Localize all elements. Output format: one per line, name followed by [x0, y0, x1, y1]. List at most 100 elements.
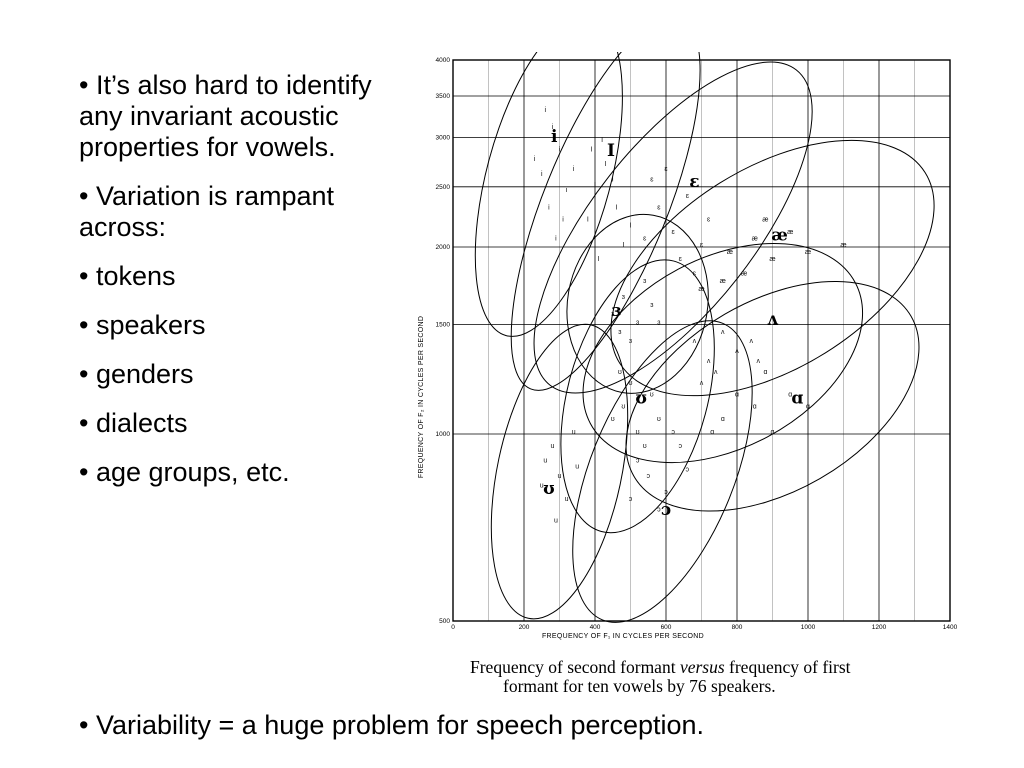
bullet-item: • tokens: [79, 261, 176, 291]
vowel-ellipse: [610, 139, 935, 397]
data-point: I: [598, 256, 600, 263]
vowel-label-open_o: ɔ: [661, 500, 671, 520]
vowel-ellipse: [490, 323, 629, 620]
data-point: u: [554, 518, 558, 525]
data-point: u: [558, 473, 562, 480]
data-point: æ: [727, 249, 733, 256]
bottom-bullet: • Variability = a huge problem for speec…: [79, 710, 705, 740]
caption-line-2: formant for ten vowels by 76 speakers.: [503, 676, 776, 696]
data-point: ɑ: [788, 391, 792, 398]
data-point: u: [575, 463, 579, 470]
data-point: æ: [720, 278, 726, 285]
data-point: ɛ: [650, 176, 654, 183]
x-tick-label: 600: [661, 624, 672, 631]
data-point: ʊ: [618, 369, 622, 376]
vowel-label-wedge: ʌ: [767, 310, 779, 330]
data-point: ɑ: [721, 416, 725, 423]
data-point: ɜ: [650, 302, 653, 309]
data-point: I: [622, 242, 624, 249]
x-tick-label: 800: [732, 624, 743, 631]
caption-text: Frequency of second formant: [470, 657, 680, 677]
x-tick-label: 400: [590, 624, 601, 631]
bullet-item: • dialects: [79, 408, 188, 438]
data-point: i: [562, 216, 564, 223]
data-point: ɑ: [806, 403, 810, 410]
data-point: ʊ: [636, 429, 640, 436]
bullet-list: • It’s also hard to identify any invaria…: [79, 70, 379, 506]
data-point: æ: [698, 286, 704, 293]
data-point: I: [587, 216, 589, 223]
x-tick-label: 0: [451, 624, 455, 631]
x-tick-label: 1400: [943, 624, 958, 631]
data-point: u: [550, 443, 554, 450]
data-point: u: [540, 483, 544, 490]
data-point: u: [572, 429, 576, 436]
data-point: ʌ: [707, 358, 711, 365]
x-tick-label: 200: [519, 624, 530, 631]
figure-caption: Frequency of second formant versus frequ…: [470, 658, 990, 696]
data-point: i: [555, 235, 557, 242]
bullet-item: • Variation is rampant across:: [79, 181, 335, 242]
data-point: ɔ: [657, 507, 661, 514]
vowel-label-i: i: [551, 127, 558, 147]
data-point: i: [541, 171, 543, 178]
data-point: ɑ: [735, 391, 739, 398]
data-point: ʊ: [650, 391, 654, 398]
data-point: ɜ: [611, 311, 614, 318]
data-point: æ: [762, 216, 768, 223]
data-point: ɔ: [678, 443, 682, 450]
bullet-item: • It’s also hard to identify any invaria…: [79, 70, 372, 162]
x-tick-label: 1000: [801, 624, 816, 631]
bullet-item: • age groups, etc.: [79, 457, 290, 487]
data-point: ʊ: [657, 416, 661, 423]
vowel-label-u: ʊ: [543, 479, 555, 499]
vowel-label-schwa_r: ɜ: [612, 301, 622, 321]
data-point: ɛ: [664, 166, 668, 173]
data-point: æ: [840, 242, 846, 249]
data-point: æ: [805, 249, 811, 256]
bullet-item: • speakers: [79, 310, 206, 340]
y-tick-label: 500: [439, 618, 450, 625]
vowel-label-I: I: [607, 141, 615, 161]
data-point: ʊ: [629, 380, 633, 387]
data-point: ɔ: [636, 457, 640, 464]
data-point: ɑ: [763, 369, 767, 376]
vowel-ellipse: [572, 320, 753, 623]
data-point: ɔ: [671, 429, 675, 436]
data-point: I: [630, 222, 632, 229]
data-point: ɜ: [629, 338, 632, 345]
data-point: ɛ: [700, 242, 704, 249]
vowel-label-epsilon: ɛ: [689, 172, 699, 192]
vowel-label-upsilon: ʊ: [635, 388, 647, 408]
vowel-ellipse: [560, 259, 715, 534]
x-axis-label: FREQUENCY OF F₁ IN CYCLES PER SECOND: [542, 633, 704, 640]
data-point: u: [565, 496, 569, 503]
data-point: ʊ: [621, 403, 625, 410]
vowel-label-ae: æ: [771, 225, 788, 245]
y-tick-label: 2500: [436, 184, 451, 191]
y-tick-label: 1500: [436, 322, 451, 329]
axis-ticks: 0 200 400 600 800 1000 1200 1400 500 1000 1500 2000…: [436, 57, 958, 631]
data-point: i: [559, 146, 561, 153]
data-point: ɜ: [636, 320, 639, 327]
y-tick-label: 3500: [436, 93, 451, 100]
data-point: ɛ: [707, 216, 711, 223]
vowel-ellipse: [510, 16, 701, 391]
data-point: I: [590, 146, 592, 153]
data-point: ɛ: [679, 256, 683, 263]
data-point: ɜ: [618, 329, 621, 336]
data-point: i: [552, 124, 554, 131]
data-point: ɜ: [657, 320, 660, 327]
data-point: ʊ: [643, 443, 647, 450]
caption-text: frequency of first: [724, 657, 851, 677]
data-point: ɜ: [622, 294, 625, 301]
caption-line-1: Frequency of second formant versus frequ…: [470, 658, 990, 677]
data-point: i: [545, 107, 547, 114]
data-point: u: [543, 457, 547, 464]
data-point: ɑ: [710, 429, 714, 436]
data-point: ɛ: [693, 270, 697, 277]
